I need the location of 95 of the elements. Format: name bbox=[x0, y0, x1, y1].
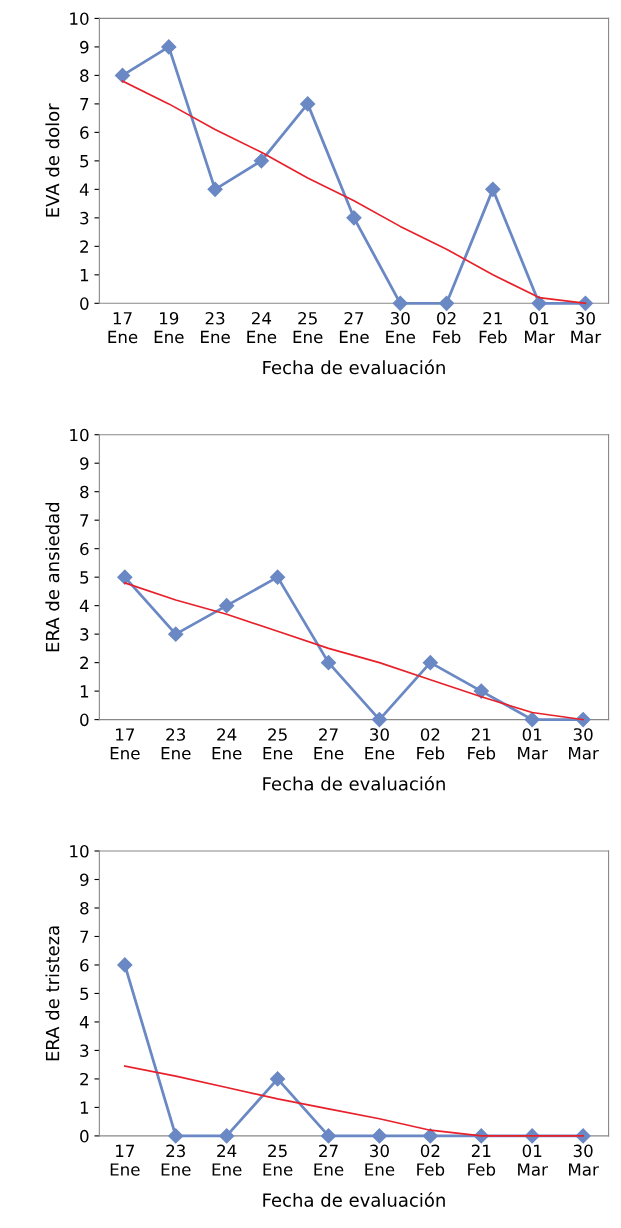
x-tick-label: 23 Ene bbox=[201, 311, 230, 344]
point bbox=[253, 153, 269, 169]
point bbox=[422, 1128, 438, 1144]
point bbox=[346, 210, 362, 226]
point bbox=[371, 712, 388, 728]
x-tick-label: 17 Ene bbox=[110, 728, 140, 760]
y-tick-label: 10 bbox=[70, 12, 89, 25]
y-tick-label: 7 bbox=[80, 930, 89, 943]
y-tick-label: 3 bbox=[80, 628, 89, 641]
y-tick-label: 9 bbox=[80, 40, 89, 54]
x-tick-label: 27 Ene bbox=[314, 1144, 344, 1176]
x-tick-label: 27 Ene bbox=[314, 728, 344, 760]
point bbox=[168, 1128, 184, 1144]
y-tick-label: 0 bbox=[80, 713, 89, 727]
y-tick-label: 10 bbox=[70, 428, 89, 442]
point bbox=[438, 295, 455, 311]
y-tick-label: 5 bbox=[80, 571, 89, 584]
y-tick-label: 5 bbox=[80, 987, 89, 1001]
point bbox=[485, 181, 501, 197]
x-tick-label: 21 Feb bbox=[479, 311, 507, 344]
point bbox=[531, 295, 547, 311]
x-tick-label: 01 Mar bbox=[518, 1144, 548, 1176]
x-axis-title: Fecha de evaluación bbox=[263, 1192, 445, 1207]
x-tick-label: 17 Ene bbox=[110, 1144, 140, 1176]
y-tick-label: 3 bbox=[80, 1044, 89, 1057]
x-tick-label: 02 Feb bbox=[417, 1144, 445, 1176]
point bbox=[422, 655, 438, 671]
y-tick-label: 9 bbox=[80, 457, 89, 470]
point bbox=[300, 96, 316, 112]
y-tick-label: 2 bbox=[80, 656, 88, 669]
point bbox=[371, 1128, 388, 1144]
x-tick-label: 25 Ene bbox=[263, 728, 293, 760]
y-tick-label: 1 bbox=[80, 1101, 89, 1114]
x-tick-label: 30 Ene bbox=[386, 311, 416, 344]
y-tick-label: 6 bbox=[80, 126, 89, 139]
y-tick-label: 10 bbox=[70, 844, 89, 858]
x-tick-label: 23 Ene bbox=[161, 1144, 191, 1176]
y-tick-label: 2 bbox=[80, 240, 88, 253]
y-tick-label: 7 bbox=[80, 514, 89, 527]
point bbox=[270, 1071, 286, 1087]
y-tick-label: 8 bbox=[80, 69, 89, 82]
y-tick-label: 7 bbox=[80, 98, 89, 111]
y-tick-label: 6 bbox=[80, 542, 89, 556]
point bbox=[168, 626, 184, 642]
x-tick-label: 02 Feb bbox=[433, 311, 461, 344]
y-tick-label: 5 bbox=[80, 155, 89, 168]
y-axis-title: ERA de tristeza bbox=[45, 926, 60, 1061]
y-tick-label: 1 bbox=[80, 269, 89, 282]
x-tick-label: 30 Mar bbox=[571, 311, 602, 344]
x-tick-label: 01 Mar bbox=[518, 728, 548, 760]
x-tick-label: 25 Ene bbox=[263, 1144, 293, 1176]
point bbox=[270, 569, 286, 585]
y-tick-label: 0 bbox=[80, 1129, 89, 1143]
point bbox=[320, 655, 337, 671]
point bbox=[207, 181, 223, 197]
x-tick-label: 24 Ene bbox=[212, 1144, 242, 1176]
y-tick-label: 9 bbox=[80, 873, 89, 887]
x-tick-label: 01 Mar bbox=[525, 311, 555, 344]
y-tick-label: 0 bbox=[80, 297, 89, 310]
x-tick-label: 30 Mar bbox=[569, 1144, 599, 1176]
y-tick-label: 6 bbox=[80, 958, 89, 972]
point bbox=[320, 1128, 337, 1144]
point bbox=[161, 39, 177, 55]
y-tick-label: 2 bbox=[80, 1072, 88, 1086]
point bbox=[219, 598, 235, 614]
point bbox=[117, 569, 133, 585]
y-axis-title: ERA de ansiedad bbox=[45, 502, 60, 652]
y-tick-label: 4 bbox=[79, 1016, 89, 1029]
point bbox=[473, 683, 489, 699]
y-tick-label: 1 bbox=[80, 685, 89, 698]
y-tick-label: 8 bbox=[80, 901, 89, 915]
x-tick-label: 30 Ene bbox=[365, 1144, 395, 1176]
x-tick-label: 02 Feb bbox=[417, 728, 445, 760]
x-tick-label: 30 Mar bbox=[569, 728, 599, 760]
point bbox=[524, 712, 540, 728]
x-axis-title: Fecha de evaluación bbox=[263, 359, 445, 375]
x-axis-title: Fecha de evaluación bbox=[263, 775, 445, 791]
x-tick-label: 25 Ene bbox=[293, 311, 323, 344]
y-tick-label: 4 bbox=[79, 599, 89, 612]
point bbox=[392, 295, 408, 311]
x-tick-label: 24 Ene bbox=[247, 311, 277, 344]
y-tick-label: 3 bbox=[80, 211, 89, 225]
x-tick-label: 17 Ene bbox=[108, 312, 138, 344]
x-tick-label: 19 Ene bbox=[154, 311, 184, 344]
point bbox=[219, 1128, 235, 1144]
y-axis-title: EVA de dolor bbox=[45, 103, 60, 217]
x-tick-label: 21 Feb bbox=[468, 728, 496, 760]
y-tick-label: 8 bbox=[80, 485, 89, 499]
x-tick-label: 23 Ene bbox=[161, 728, 191, 760]
x-tick-label: 24 Ene bbox=[212, 728, 242, 760]
x-tick-label: 27 Ene bbox=[339, 311, 369, 344]
x-tick-label: 30 Ene bbox=[365, 728, 395, 760]
point bbox=[117, 957, 133, 973]
x-tick-label: 21 Feb bbox=[468, 1144, 496, 1176]
y-tick-label: 4 bbox=[79, 183, 89, 196]
